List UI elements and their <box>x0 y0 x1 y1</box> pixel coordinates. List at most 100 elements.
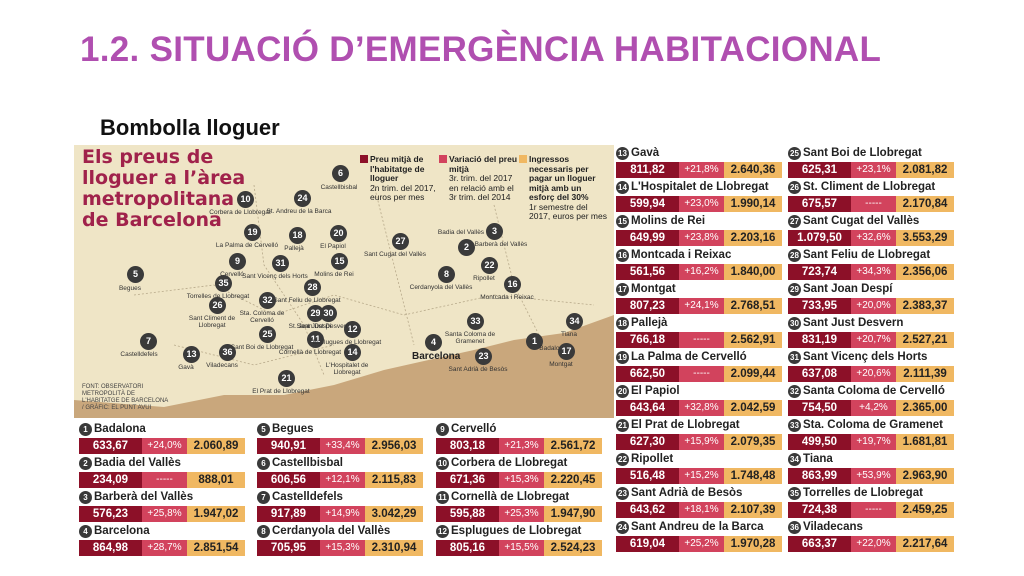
map-marker-27: 27 <box>392 233 409 250</box>
card-price: 766,18 <box>616 332 679 348</box>
card-head: 13 Gavà <box>616 147 780 161</box>
card-change: ----- <box>679 332 724 348</box>
card-municipality: Ripollet <box>631 453 674 465</box>
price-card-8: 8 Cerdanyola del Vallès 705,95 +15,3% 2.310,… <box>257 525 423 556</box>
card-change: +16,2% <box>679 264 724 280</box>
card-price: 723,74 <box>788 264 851 280</box>
map-marker-label-29: St. Joan Despí <box>288 323 332 330</box>
map-marker-17: 17 <box>558 343 575 360</box>
card-change: +15,2% <box>679 468 724 484</box>
map-marker-label-32: Sta. Coloma de Cervelló <box>239 310 285 324</box>
card-number: 19 <box>616 351 629 364</box>
infographic: Els preus de lloguer a l’àrea metropolit… <box>74 145 954 559</box>
card-municipality: La Palma de Cervelló <box>631 351 747 363</box>
card-values: 671,36 +15,3% 2.220,45 <box>436 472 602 488</box>
card-values: 234,09 ----- 888,01 <box>79 472 245 488</box>
map-city-label: Barcelona <box>412 351 461 362</box>
card-price: 643,62 <box>616 502 679 518</box>
card-number: 2 <box>79 457 92 470</box>
price-card-4: 4 Barcelona 864,98 +28,7% 2.851,54 <box>79 525 245 556</box>
card-income: 2.060,89 <box>187 438 245 454</box>
map-marker-30: 30 <box>320 305 337 322</box>
card-values: 595,88 +25,3% 1.947,90 <box>436 506 602 522</box>
price-card-24: 24 Sant Andreu de la Barca 619,04 +25,2% 1.9… <box>616 521 782 552</box>
card-head: 17 Montgat <box>616 283 780 297</box>
card-income: 2.115,83 <box>365 472 423 488</box>
legend-income-swatch <box>519 155 527 163</box>
card-income: 1.840,00 <box>724 264 782 280</box>
card-change: +33,4% <box>320 438 365 454</box>
map-marker-28: 28 <box>304 279 321 296</box>
page-subtitle: Bombolla lloguer <box>100 115 280 140</box>
card-municipality: Sant Joan Despí <box>803 283 893 295</box>
price-card-9: 9 Cervelló 803,18 +21,3% 2.561,72 <box>436 423 602 454</box>
card-head: 11 Cornellà de Llobregat <box>436 491 600 505</box>
card-values: 606,56 +12,1% 2.115,83 <box>257 472 423 488</box>
map-marker-label-34: Tiana <box>560 331 578 338</box>
card-values: 917,89 +14,9% 3.042,29 <box>257 506 423 522</box>
map-marker-label-14: L'Hospitalet de Llobregat <box>325 362 369 376</box>
card-price: 499,50 <box>788 434 851 450</box>
card-municipality: El Prat de Llobregat <box>631 419 740 431</box>
legend-income-head: Ingressos necessaris per pagar un llogue… <box>529 154 596 202</box>
price-card-18: 18 Pallejà 766,18 ----- 2.562,91 <box>616 317 782 348</box>
map-marker-label-15: Molins de Rei <box>314 271 354 278</box>
card-values: 811,82 +21,8% 2.640,36 <box>616 162 782 178</box>
map-marker-5: 5 <box>127 266 144 283</box>
card-municipality: St. Climent de Llobregat <box>803 181 936 193</box>
card-values: 662,50 ----- 2.099,44 <box>616 366 782 382</box>
card-price: 917,89 <box>257 506 320 522</box>
card-values: 724,38 ----- 2.459,25 <box>788 502 954 518</box>
price-card-30: 30 Sant Just Desvern 831,19 +20,7% 2.527,21 <box>788 317 954 348</box>
card-change: +14,9% <box>320 506 365 522</box>
card-number: 11 <box>436 491 449 504</box>
card-change: ----- <box>679 366 724 382</box>
map-marker-20: 20 <box>330 225 347 242</box>
map-marker-label-33: Santa Coloma de Gramenet <box>444 331 496 345</box>
price-card-12: 12 Esplugues de Llobregat 805,16 +15,5% 2.52… <box>436 525 602 556</box>
card-values: 649,99 +23,8% 2.203,16 <box>616 230 782 246</box>
card-number: 10 <box>436 457 449 470</box>
card-municipality: Montcada i Reixac <box>631 249 732 261</box>
card-price: 705,95 <box>257 540 320 556</box>
card-number: 3 <box>79 491 92 504</box>
card-municipality: Sant Just Desvern <box>803 317 904 329</box>
card-values: 516,48 +15,2% 1.748,48 <box>616 468 782 484</box>
price-card-34: 34 Tiana 863,99 +53,9% 2.963,90 <box>788 453 954 484</box>
card-head: 12 Esplugues de Llobregat <box>436 525 600 539</box>
card-price: 627,30 <box>616 434 679 450</box>
card-price: 831,19 <box>788 332 851 348</box>
card-municipality: Sant Vicenç dels Horts <box>803 351 928 363</box>
map-marker-label-24: St. Andreu de la Barca <box>266 208 332 215</box>
card-values: 499,50 +19,7% 1.681,81 <box>788 434 954 450</box>
card-income: 2.099,44 <box>724 366 782 382</box>
price-card-10: 10 Corbera de Llobregat 671,36 +15,3% 2.220,… <box>436 457 602 488</box>
map-panel: Els preus de lloguer a l’àrea metropolit… <box>74 145 614 418</box>
price-card-13: 13 Gavà 811,82 +21,8% 2.640,36 <box>616 147 782 178</box>
price-card-19: 19 La Palma de Cervelló 662,50 ----- 2.099,4… <box>616 351 782 382</box>
card-head: 30 Sant Just Desvern <box>788 317 952 331</box>
card-price: 234,09 <box>79 472 142 488</box>
card-municipality: L'Hospitalet de Llobregat <box>631 181 769 193</box>
card-municipality: Sant Feliu de Llobregat <box>803 249 931 261</box>
card-income: 1.748,48 <box>724 468 782 484</box>
map-marker-2: 2 <box>458 239 475 256</box>
map-marker-14: 14 <box>344 344 361 361</box>
card-change: +24,0% <box>142 438 187 454</box>
card-income: 2.459,25 <box>896 502 954 518</box>
card-head: 24 Sant Andreu de la Barca <box>616 521 780 535</box>
map-marker-32: 32 <box>259 292 276 309</box>
card-price: 633,67 <box>79 438 142 454</box>
price-card-11: 11 Cornellà de Llobregat 595,88 +25,3% 1.947… <box>436 491 602 522</box>
card-change: ----- <box>851 502 896 518</box>
map-marker-16: 16 <box>504 276 521 293</box>
card-number: 35 <box>788 487 801 500</box>
legend-change-swatch <box>439 155 447 163</box>
card-head: 27 Sant Cugat del Vallès <box>788 215 952 229</box>
card-number: 18 <box>616 317 629 330</box>
legend-price-swatch <box>360 155 368 163</box>
card-income: 2.851,54 <box>187 540 245 556</box>
card-income: 2.356,06 <box>896 264 954 280</box>
map-marker-label-12: Esplugues de Llobregat <box>312 339 382 346</box>
map-marker-24: 24 <box>294 190 311 207</box>
